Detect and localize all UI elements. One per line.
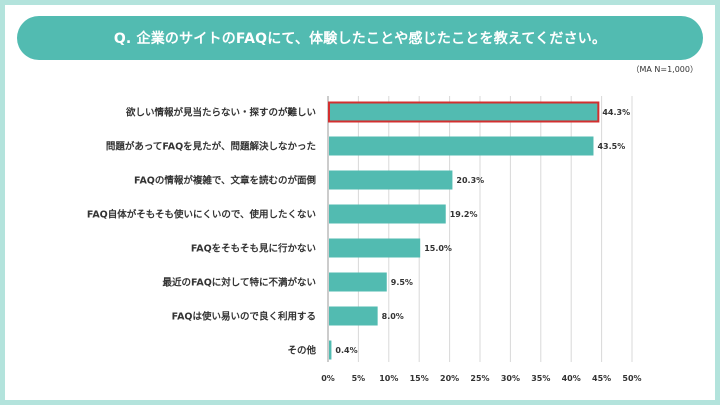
bar: [329, 204, 446, 224]
sample-size-note: （MA N=1,000）: [631, 65, 698, 74]
x-tick-label: 25%: [470, 374, 489, 383]
value-label: 8.0%: [382, 312, 404, 321]
x-tick-label: 40%: [562, 374, 581, 383]
bar: [329, 272, 387, 292]
category-label: 問題があってFAQを見たが、問題解決しなかった: [106, 141, 316, 153]
category-label: FAQをそもそも見に行かない: [191, 243, 316, 255]
bar: [329, 136, 594, 156]
x-tick-label: 15%: [410, 374, 429, 383]
value-label: 15.0%: [424, 244, 452, 253]
labels: 欲しい情報が見当たらない・探すのが難しい 44.3% 問題があってFAQを見たが、問…: [87, 107, 630, 357]
bars: [328, 101, 600, 360]
value-label: 9.5%: [391, 278, 413, 287]
category-label: 最近のFAQに対して特に不満がない: [162, 277, 316, 289]
bar: [328, 101, 600, 123]
x-tick-label: 45%: [592, 374, 611, 383]
x-tick-label: 5%: [352, 374, 366, 383]
category-label: FAQの情報が複雑で、文章を読むのが面倒: [134, 175, 316, 187]
value-label: 43.5%: [597, 142, 625, 151]
x-tick-label: 30%: [501, 374, 520, 383]
x-tick-label: 50%: [622, 374, 641, 383]
x-tick-label: 0%: [321, 374, 335, 383]
category-label: その他: [287, 345, 316, 357]
value-label: 20.3%: [456, 176, 484, 185]
bar: [329, 238, 421, 258]
category-label: FAQ自体がそもそも使いにくいので、使用したくない: [87, 209, 316, 221]
x-tick-label: 20%: [440, 374, 459, 383]
bar: [329, 306, 378, 326]
category-label: 欲しい情報が見当たらない・探すのが難しい: [125, 107, 316, 119]
value-label: 0.4%: [335, 346, 357, 355]
value-label: 19.2%: [450, 210, 478, 219]
x-tick-label: 35%: [531, 374, 550, 383]
bar: [329, 170, 453, 190]
question-title: Q. 企業のサイトのFAQにて、体験したことや感じたことを教えてください。: [113, 31, 607, 47]
category-label: FAQは使い易いので良く利用する: [172, 311, 316, 323]
question-header: Q. 企業のサイトのFAQにて、体験したことや感じたことを教えてください。: [17, 16, 703, 60]
bar: [329, 340, 332, 360]
value-label: 44.3%: [602, 108, 630, 117]
x-axis-ticks: 0% 5% 10% 15% 20% 25% 30% 35% 40% 45% 50%: [321, 374, 641, 383]
x-tick-label: 10%: [379, 374, 398, 383]
